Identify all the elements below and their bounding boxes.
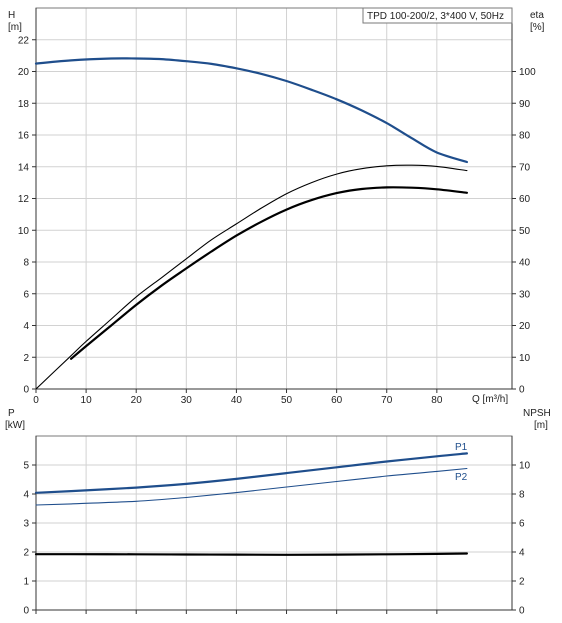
left-tick-label: 2 <box>23 353 29 364</box>
top-tick-marks: 0 10 20 30 40 50 60 70 80 0 2 4 6 8 10 12 14 16 18 20 22 0 10 2… <box>18 35 536 406</box>
bottom-tick-marks: 0 1 2 3 4 5 0 2 4 6 8 10 <box>23 461 530 617</box>
curve-eta <box>35 164 468 390</box>
x-tick-label: 60 <box>331 395 343 406</box>
left-tick-label: 18 <box>18 99 30 110</box>
left-tick-label: 0 <box>23 606 29 617</box>
left-tick-label: 6 <box>23 289 29 300</box>
right-tick-label: 20 <box>519 321 531 332</box>
x-tick-label: 70 <box>381 395 393 406</box>
x-tick-label: 40 <box>231 395 243 406</box>
left-tick-label: 0 <box>23 385 29 396</box>
npsh-axis-unit: [m] <box>534 420 548 431</box>
right-tick-label: 2 <box>519 577 525 588</box>
efficiency-axis-title: eta <box>530 10 544 21</box>
power-axis-unit: [kW] <box>5 420 25 431</box>
npsh-axis-title: NPSH <box>523 408 551 419</box>
right-tick-label: 70 <box>519 162 531 173</box>
curve-p2 <box>35 467 468 506</box>
curve-h <box>34 57 468 164</box>
left-tick-label: 16 <box>18 131 30 142</box>
p1-series-label: P1 <box>455 442 468 453</box>
x-tick-label: 80 <box>431 395 443 406</box>
head-axis-title: H <box>8 10 15 21</box>
curve-npsh <box>34 552 468 556</box>
left-tick-label: 1 <box>23 577 29 588</box>
chart-title: TPD 100-200/2, 3*400 V, 50Hz <box>367 11 504 22</box>
left-tick-label: 5 <box>23 461 29 472</box>
right-tick-label: 60 <box>519 194 531 205</box>
right-tick-label: 10 <box>519 461 531 472</box>
right-tick-label: 6 <box>519 519 525 530</box>
head-axis-unit: [m] <box>8 22 22 33</box>
right-tick-label: 90 <box>519 99 531 110</box>
p2-series-label: P2 <box>455 472 468 483</box>
right-tick-label: 40 <box>519 258 531 269</box>
x-tick-label: 10 <box>81 395 93 406</box>
right-tick-label: 8 <box>519 490 525 501</box>
right-tick-label: 0 <box>519 606 525 617</box>
left-tick-label: 4 <box>23 490 29 501</box>
x-tick-label: 30 <box>181 395 193 406</box>
top-panel-head-efficiency: 0 10 20 30 40 50 60 70 80 0 2 4 6 8 10 12 14 16 18 20 22 0 10 2… <box>8 7 545 406</box>
right-tick-label: 100 <box>519 67 536 78</box>
right-tick-label: 10 <box>519 353 531 364</box>
left-tick-label: 12 <box>18 194 30 205</box>
power-axis-title: P <box>8 408 15 419</box>
left-tick-label: 22 <box>18 35 30 46</box>
left-tick-label: 3 <box>23 519 29 530</box>
efficiency-axis-unit: [%] <box>530 22 545 33</box>
curve-p1 <box>34 452 468 494</box>
top-curves <box>34 57 468 390</box>
x-tick-label: 0 <box>33 395 39 406</box>
right-tick-label: 4 <box>519 548 525 559</box>
x-tick-label: 20 <box>131 395 143 406</box>
bottom-curves <box>34 452 468 556</box>
bottom-horizontal-gridlines <box>36 464 512 582</box>
top-horizontal-gridlines <box>36 39 512 358</box>
right-tick-label: 50 <box>519 226 531 237</box>
left-tick-label: 14 <box>18 162 30 173</box>
left-tick-label: 8 <box>23 258 29 269</box>
right-tick-label: 80 <box>519 131 531 142</box>
curve-eta-p <box>70 186 468 360</box>
bottom-panel-power-npsh: 0 1 2 3 4 5 0 2 4 6 8 10 P [kW] NPSH [m] P1 P2 <box>5 408 551 617</box>
right-tick-label: 0 <box>519 385 525 396</box>
left-tick-label: 2 <box>23 548 29 559</box>
right-tick-label: 30 <box>519 289 531 300</box>
left-tick-label: 20 <box>18 67 30 78</box>
left-tick-label: 10 <box>18 226 30 237</box>
x-tick-label: 50 <box>281 395 293 406</box>
chart-title-box <box>362 7 513 24</box>
flow-axis-label: Q [m³/h] <box>472 394 508 405</box>
left-tick-label: 4 <box>23 321 29 332</box>
